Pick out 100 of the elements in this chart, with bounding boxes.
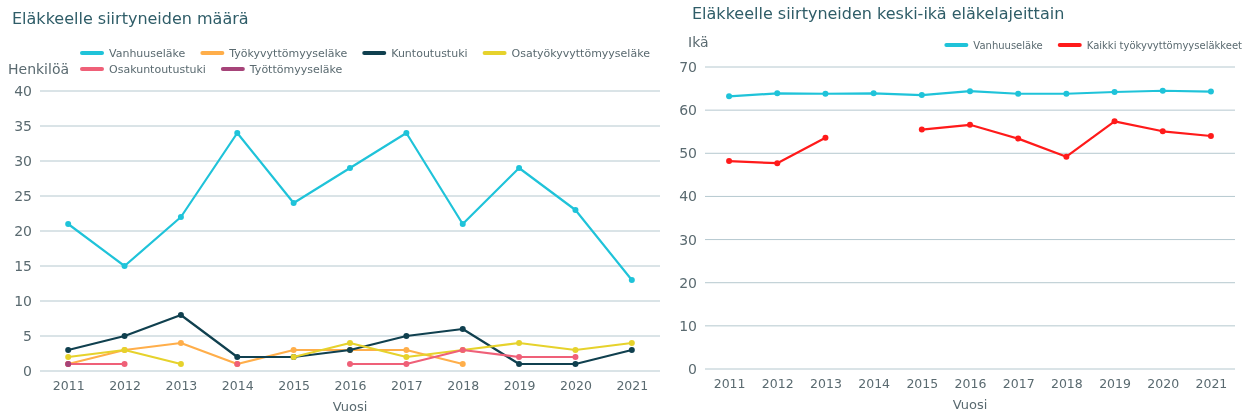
x-tick-label: 2011 [713,375,746,391]
x-tick-label: 2015 [906,375,939,391]
legend-label: Osatyökyvyttömyyseläke [511,47,651,60]
point [918,92,925,99]
legend-label: Vanhuuseläke [109,47,186,60]
x-tick-label: 2017 [1002,375,1035,391]
point [967,88,973,95]
point [121,333,128,339]
point [822,90,829,97]
point [65,221,72,227]
point [459,326,466,332]
x-tick-label: 2018 [1050,375,1083,391]
legend-label: Kuntoutustuki [391,47,468,60]
x-tick-label: 2019 [503,377,536,393]
y-tick-label: 50 [679,145,697,162]
point [403,333,410,339]
x-tick-label: 2020 [560,377,592,393]
point [628,340,635,346]
y-tick-label: 60 [679,102,697,119]
point [1063,153,1070,160]
x-tick-label: 2021 [616,377,649,393]
point [234,130,241,136]
point [403,347,410,353]
point [290,200,297,206]
x-tick-label: 2017 [390,377,423,393]
point [177,340,184,346]
legend-label: Työkyvyttömyyseläke [228,47,348,60]
y-tick-label: 0 [688,360,697,377]
x-tick-label: 2012 [109,377,141,393]
point [403,130,410,136]
y-axis-title: Ikä [688,34,709,50]
point [572,207,579,213]
point [1207,133,1214,140]
y-tick-label: 40 [14,82,32,99]
point [1159,128,1166,135]
x-tick-label: 2011 [52,377,85,393]
point [516,165,523,171]
y-tick-label: 5 [23,327,32,344]
y-tick-label: 15 [14,257,32,274]
point [403,361,410,367]
legend-label: Työttömyyseläke [248,63,343,76]
x-tick-label: 2018 [447,377,480,393]
x-tick-label: 2020 [1147,375,1180,391]
point [1015,135,1022,142]
point [65,347,72,353]
point [726,93,733,100]
x-tick-label: 2019 [1099,375,1131,391]
point [870,90,877,97]
point [177,361,184,367]
y-tick-label: 30 [679,231,697,248]
point [121,263,128,269]
point [774,90,781,97]
x-tick-label: 2021 [1195,375,1228,391]
point [516,361,523,367]
point [347,165,353,171]
y-axis-title: Henkilöä [8,61,70,77]
point [967,121,973,128]
y-tick-label: 10 [679,317,697,334]
point [1015,90,1022,97]
point [628,277,635,283]
y-tick-label: 0 [23,362,32,379]
point [403,354,410,360]
point [459,361,466,367]
y-tick-label: 30 [14,152,32,169]
point [1063,90,1070,97]
point [774,160,781,167]
chart-title: Eläkkeelle siirtyneiden määrä [12,9,249,28]
x-tick-label: 2014 [858,375,891,391]
x-tick-label: 2015 [278,377,311,393]
legend-label: Kaikki työkyvyttömyyseläkkeet [1086,40,1243,51]
x-axis-title: Vuosi [952,397,988,412]
x-tick-label: 2013 [810,375,842,391]
legend-label: Vanhuuseläke [973,40,1043,51]
point [65,354,72,360]
point [121,361,128,367]
point [177,214,184,220]
point [347,361,353,367]
point [628,347,635,353]
point [347,340,353,346]
point [516,354,523,360]
x-tick-label: 2013 [165,377,198,393]
y-tick-label: 10 [14,292,32,309]
point [726,158,733,165]
x-tick-label: 2016 [334,377,367,393]
x-tick-label: 2012 [761,375,794,391]
point [572,361,579,367]
x-tick-label: 2016 [954,375,987,391]
point [516,340,523,346]
point [1111,118,1118,125]
point [572,354,579,360]
point [1111,89,1118,96]
y-tick-label: 25 [14,187,32,204]
point [234,354,241,360]
y-tick-label: 20 [679,274,697,291]
x-tick-label: 2014 [221,377,254,393]
point [572,347,579,353]
y-tick-label: 40 [679,188,697,205]
point [1207,88,1214,95]
point [822,134,829,141]
point [1159,87,1166,94]
